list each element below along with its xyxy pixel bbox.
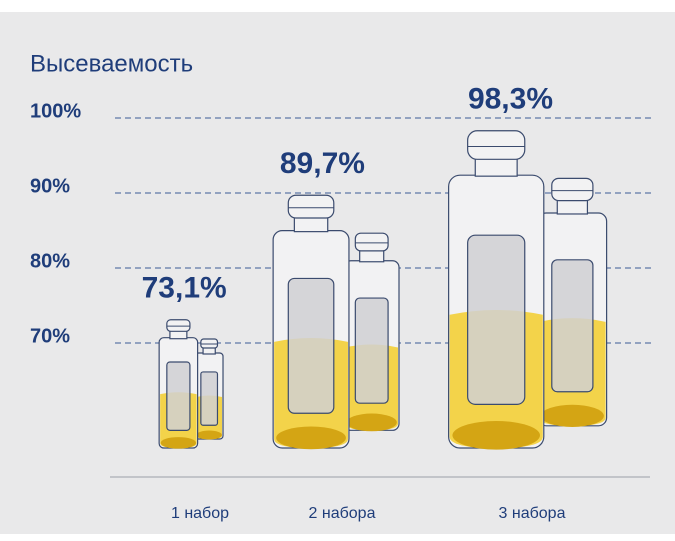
bottle-cap [288, 195, 333, 218]
bottle-label [355, 298, 388, 403]
bottle-group [159, 320, 223, 449]
bottle-cap [355, 233, 388, 251]
bottle-neck [557, 200, 587, 214]
y-tick-label: 90% [30, 175, 70, 197]
chart: Высеваемость 70% 80% 90% 100% 1 набор 73,1% 2 … [0, 0, 675, 541]
liquid-bottom [276, 427, 346, 450]
value-label: 89,7% [280, 147, 365, 180]
y-tick-label: 70% [30, 325, 70, 347]
liquid-bottom [347, 414, 397, 432]
bottle-label [288, 278, 333, 413]
liquid-bottom [161, 437, 196, 449]
bottle-label [167, 362, 190, 430]
x-tick-label: 3 набора [499, 505, 566, 522]
chart-title: Высеваемость [30, 50, 193, 77]
liquid-bottom [541, 405, 604, 427]
x-tick-label: 2 набора [309, 505, 376, 522]
bottle-neck [475, 158, 517, 176]
bottle-cap [468, 131, 525, 160]
x-tick-label: 1 набор [171, 505, 229, 522]
bottle-cap [167, 320, 190, 332]
bottle-group [273, 195, 399, 449]
value-label: 98,3% [468, 83, 553, 116]
y-tick-label: 100% [30, 100, 81, 122]
value-label: 73,1% [142, 272, 227, 305]
bottle-neck [294, 217, 327, 232]
bottle-label [201, 372, 218, 425]
y-tick-label: 80% [30, 250, 70, 272]
bottle-group [449, 131, 607, 450]
bottle-neck [360, 250, 384, 262]
bottle-cap [552, 178, 593, 200]
bottle-label [552, 260, 593, 392]
bottle-label [468, 235, 525, 404]
liquid-bottom [452, 421, 540, 450]
liquid-bottom [196, 431, 221, 440]
